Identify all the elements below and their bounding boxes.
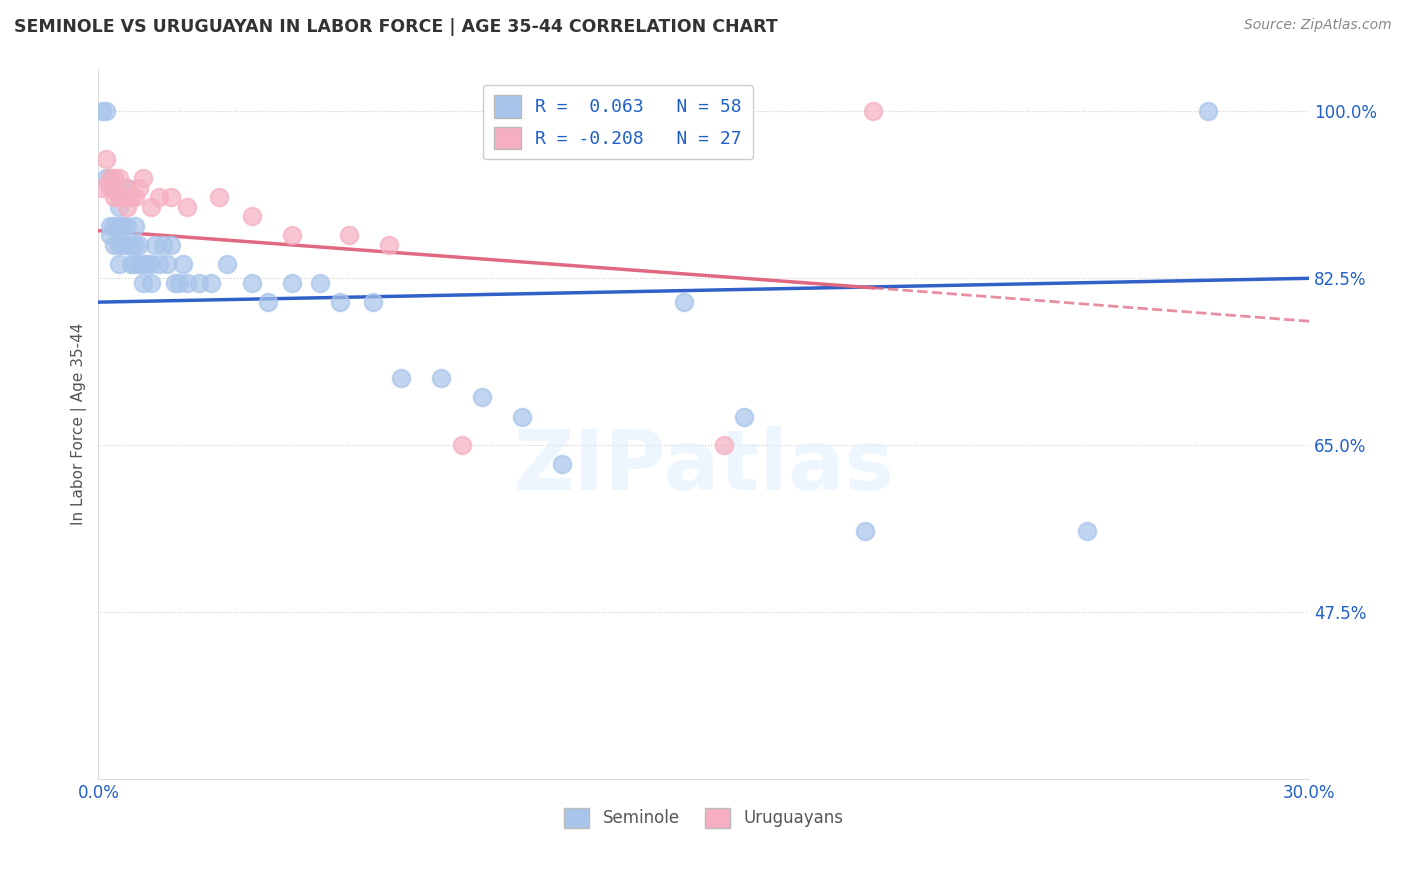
Point xyxy=(107,190,129,204)
Point xyxy=(853,524,876,538)
Point xyxy=(120,190,142,204)
Point xyxy=(132,276,155,290)
Point xyxy=(152,238,174,252)
Point xyxy=(107,219,129,233)
Point xyxy=(167,276,190,290)
Text: SEMINOLE VS URUGUAYAN IN LABOR FORCE | AGE 35-44 CORRELATION CHART: SEMINOLE VS URUGUAYAN IN LABOR FORCE | A… xyxy=(14,18,778,36)
Point xyxy=(128,180,150,194)
Point xyxy=(100,228,122,243)
Point xyxy=(176,200,198,214)
Point xyxy=(115,180,138,194)
Point xyxy=(862,104,884,119)
Point xyxy=(103,238,125,252)
Point xyxy=(96,171,118,186)
Point xyxy=(200,276,222,290)
Point xyxy=(115,200,138,214)
Point xyxy=(188,276,211,290)
Point xyxy=(139,257,162,271)
Point xyxy=(148,190,170,204)
Point xyxy=(281,228,304,243)
Point xyxy=(103,171,125,186)
Point xyxy=(120,257,142,271)
Point xyxy=(107,171,129,186)
Point xyxy=(450,438,472,452)
Point xyxy=(128,238,150,252)
Point xyxy=(733,409,755,424)
Text: ZIPatlas: ZIPatlas xyxy=(513,425,894,507)
Point xyxy=(111,219,134,233)
Point xyxy=(378,238,401,252)
Point xyxy=(124,190,146,204)
Point xyxy=(96,152,118,166)
Point xyxy=(107,257,129,271)
Point xyxy=(120,238,142,252)
Point xyxy=(361,295,384,310)
Point xyxy=(1076,524,1098,538)
Point xyxy=(132,171,155,186)
Point xyxy=(91,104,114,119)
Text: Source: ZipAtlas.com: Source: ZipAtlas.com xyxy=(1244,18,1392,32)
Point xyxy=(510,409,533,424)
Legend: Seminole, Uruguayans: Seminole, Uruguayans xyxy=(558,801,849,835)
Point xyxy=(148,257,170,271)
Point xyxy=(96,104,118,119)
Point xyxy=(91,180,114,194)
Point xyxy=(257,295,280,310)
Point xyxy=(430,371,453,385)
Point xyxy=(100,219,122,233)
Point xyxy=(128,257,150,271)
Point xyxy=(135,257,157,271)
Point xyxy=(100,180,122,194)
Point xyxy=(309,276,332,290)
Point xyxy=(471,391,494,405)
Point xyxy=(713,438,735,452)
Y-axis label: In Labor Force | Age 35-44: In Labor Force | Age 35-44 xyxy=(72,323,87,524)
Point xyxy=(107,200,129,214)
Point xyxy=(124,257,146,271)
Point xyxy=(111,190,134,204)
Point xyxy=(132,257,155,271)
Point xyxy=(240,276,263,290)
Point xyxy=(281,276,304,290)
Point xyxy=(103,180,125,194)
Point xyxy=(208,190,231,204)
Point xyxy=(124,238,146,252)
Point xyxy=(100,171,122,186)
Point xyxy=(217,257,239,271)
Point xyxy=(107,238,129,252)
Point xyxy=(160,190,183,204)
Point xyxy=(551,457,574,471)
Point xyxy=(111,238,134,252)
Point xyxy=(176,276,198,290)
Point xyxy=(115,238,138,252)
Point xyxy=(160,238,183,252)
Point xyxy=(240,210,263,224)
Point xyxy=(337,228,360,243)
Point xyxy=(115,180,138,194)
Point xyxy=(1197,104,1219,119)
Point xyxy=(115,219,138,233)
Point xyxy=(139,276,162,290)
Point xyxy=(672,295,695,310)
Point xyxy=(103,219,125,233)
Point xyxy=(103,190,125,204)
Point xyxy=(163,276,186,290)
Point xyxy=(156,257,179,271)
Point xyxy=(143,238,166,252)
Point xyxy=(100,171,122,186)
Point xyxy=(139,200,162,214)
Point xyxy=(329,295,352,310)
Point xyxy=(124,219,146,233)
Point xyxy=(389,371,412,385)
Point xyxy=(172,257,194,271)
